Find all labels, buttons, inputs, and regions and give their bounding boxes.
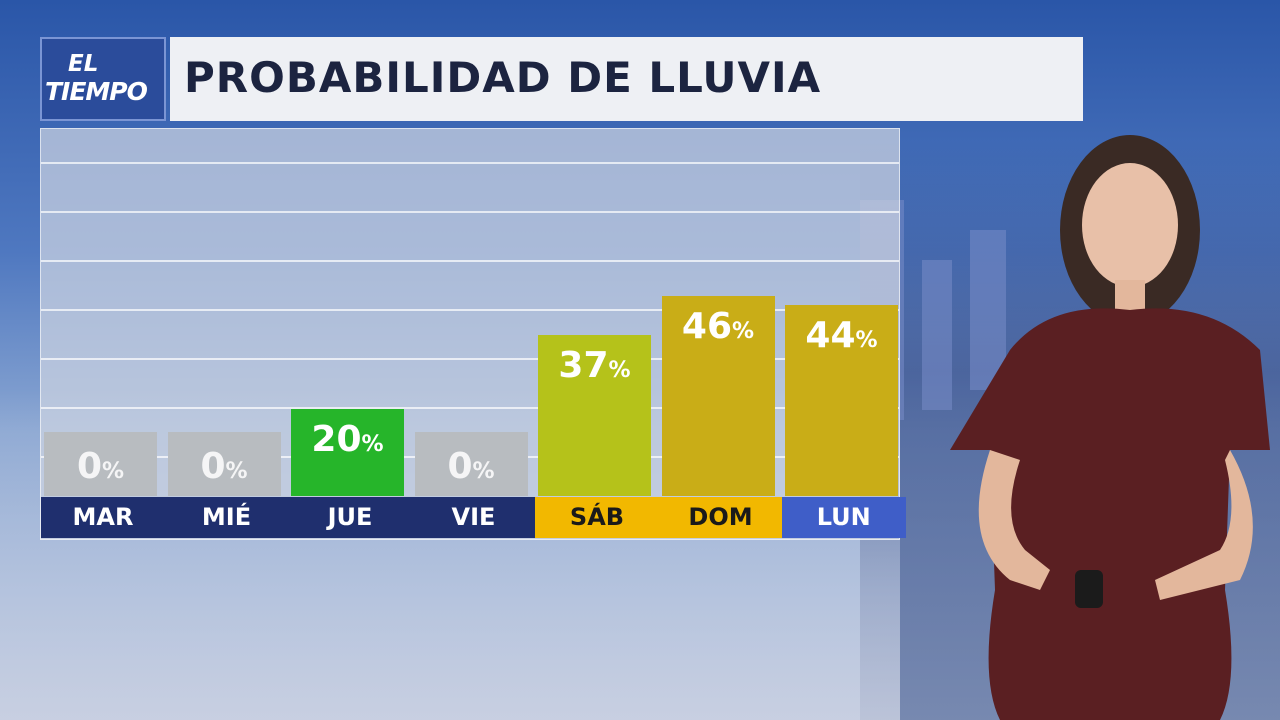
bar-3: 0% [414, 432, 528, 496]
day-label: DOM [658, 497, 783, 538]
bar-value-label: 0% [44, 446, 157, 487]
bar-value-label: 37% [538, 345, 651, 386]
bar-value-number: 20 [311, 419, 362, 460]
title-bar: PROBABILIDAD DE LLUVIA [170, 37, 1083, 121]
bar-4: 37% [538, 335, 651, 496]
logo-line-tiempo: TIEMPO [45, 77, 148, 106]
day-label: LUN [782, 497, 906, 538]
bar-value-number: 37 [558, 345, 609, 387]
chart-title: PROBABILIDAD DE LLUVIA [184, 53, 822, 102]
bar-value-label: 20% [291, 419, 404, 460]
el-tiempo-logo: EL TIEMPO [40, 37, 166, 121]
gridline [41, 407, 899, 409]
rain-probability-chart: 0% MAR 0% MIÉ 20% JUE 0% VIE 37% SÁB 46% DOM 44% LUN [40, 128, 906, 541]
bar-value-number: 44 [805, 314, 856, 356]
presenter-arm-right [1155, 450, 1253, 600]
presenter-face [1082, 163, 1178, 287]
day-label: MIÉ [164, 497, 289, 538]
logo-line-el: EL [68, 51, 99, 77]
bar-1: 0% [167, 432, 281, 496]
bar-value-unit: % [472, 459, 495, 484]
bar-value-label: 44% [785, 315, 898, 356]
gridline [41, 162, 899, 164]
bar-2: 20% [291, 409, 404, 496]
gridline [41, 358, 899, 360]
bar-value-unit: % [855, 327, 878, 353]
bar-value-number: 0 [447, 446, 473, 487]
bar-6: 44% [785, 304, 898, 496]
bars-layer: 0% MAR 0% MIÉ 20% JUE 0% VIE 37% SÁB 46% DOM 44% LUN [41, 129, 906, 541]
bar-value-unit: % [608, 358, 631, 384]
gridline [41, 211, 899, 213]
presenter-remote [1075, 570, 1103, 608]
bar-value-number: 0 [76, 446, 102, 487]
gridline [41, 309, 899, 311]
day-label: MAR [41, 497, 165, 538]
presenter-arm-left [978, 450, 1050, 590]
building [970, 230, 1006, 390]
bar-value-unit: % [732, 318, 755, 344]
bar-5: 46% [661, 295, 775, 496]
bar-value-label: 0% [415, 446, 528, 487]
building [922, 260, 952, 410]
bar-value-unit: % [102, 459, 125, 484]
bar-0: 0% [44, 432, 157, 496]
day-label: SÁB [535, 497, 659, 538]
presenter-figure [950, 135, 1270, 720]
day-label: JUE [288, 497, 412, 538]
bar-value-label: 0% [168, 446, 281, 487]
bar-value-label: 46% [662, 306, 775, 347]
bar-value-number: 0 [200, 446, 226, 487]
day-label: VIE [411, 497, 536, 538]
bar-value-number: 46 [681, 305, 733, 347]
presenter-dress [950, 308, 1270, 720]
bar-value-unit: % [361, 432, 384, 457]
gridline [41, 260, 899, 262]
bar-value-unit: % [225, 459, 248, 484]
